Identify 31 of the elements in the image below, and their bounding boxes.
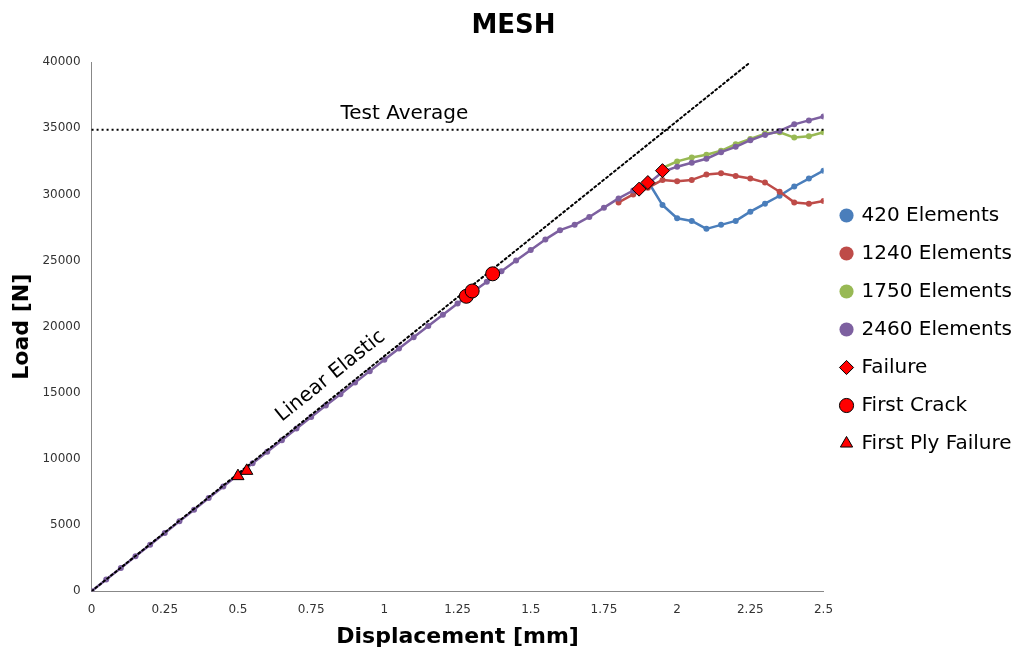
x-tick-label: 1.75 <box>590 601 618 616</box>
x-tick-label: 0 <box>87 601 96 616</box>
x-tick-label: 2.25 <box>736 601 764 616</box>
x-tick-label: 2 <box>673 601 681 616</box>
y-tick-label: 10000 <box>42 451 81 466</box>
ref-line-label: Test Average <box>339 99 469 124</box>
legend-label: 1240 Elements <box>861 239 1013 264</box>
x-tick-label: 0.5 <box>228 601 248 616</box>
chart-title: MESH <box>471 9 556 40</box>
x-tick-label: 1.25 <box>444 601 471 616</box>
legend-label: 420 Elements <box>861 201 1000 226</box>
y-tick-label: 30000 <box>42 186 81 201</box>
y-tick-label: 15000 <box>42 384 81 399</box>
y-tick-label: 40000 <box>42 54 81 69</box>
x-tick-label: 0.75 <box>297 601 325 616</box>
x-tick-label: 0.25 <box>151 601 179 616</box>
legend-label: Failure <box>861 353 928 378</box>
x-tick-label: 1.5 <box>521 601 541 616</box>
y-tick-label: 35000 <box>42 120 81 135</box>
y-tick-label: 25000 <box>42 252 81 267</box>
y-tick-label: 20000 <box>42 318 81 333</box>
legend-label: 2460 Elements <box>861 315 1013 340</box>
x-axis-title: Displacement [mm] <box>336 622 579 648</box>
legend-label: First Ply Failure <box>861 429 1012 454</box>
x-tick-label: 1 <box>380 601 389 616</box>
legend-label: 1750 Elements <box>861 277 1013 302</box>
x-tick-label: 2.5 <box>813 601 834 616</box>
y-tick-label: 5000 <box>50 517 81 532</box>
y-axis-title: Load [N] <box>7 273 33 380</box>
legend-label: First Crack <box>861 391 968 416</box>
y-tick-label: 0 <box>72 583 81 598</box>
